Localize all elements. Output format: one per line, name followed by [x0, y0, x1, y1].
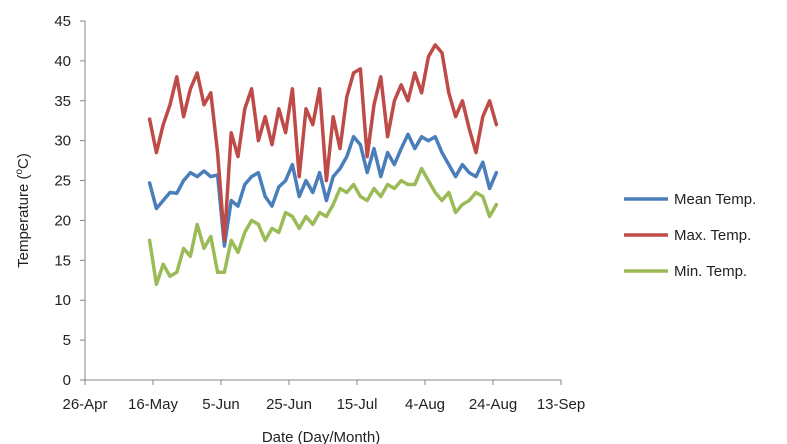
y-tick-label: 40: [54, 53, 71, 70]
y-tick-label: 30: [54, 133, 71, 150]
x-tick-label: 15-Jul: [337, 396, 378, 413]
y-tick-label: 35: [54, 93, 71, 110]
series-line-max: [147, 43, 499, 243]
legend: Mean Temp. Max. Temp. Min. Temp.: [624, 191, 756, 280]
y-tick-label: 10: [54, 292, 71, 309]
x-axis-ticks: 26-Apr 16-May 5-Jun 25-Jun 15-Jul 4-Aug 24-Aug…: [62, 380, 585, 413]
x-axis-title: Date (Day/Month): [262, 429, 380, 444]
y-tick-label: 0: [63, 372, 71, 389]
x-tick-label: 13-Sep: [537, 396, 585, 413]
y-axis-ticks: 0 5 10 15 20 25 30 35 40 45: [54, 13, 85, 389]
y-tick-label: 20: [54, 212, 71, 229]
x-tick-label: 24-Aug: [469, 396, 517, 413]
series-lines: [147, 43, 499, 287]
x-tick-label: 25-Jun: [266, 396, 312, 413]
x-tick-label: 16-May: [128, 396, 179, 413]
x-tick-label: 5-Jun: [202, 396, 240, 413]
y-axis-title: Temperature (oC): [14, 153, 32, 268]
series-line-mean: [147, 132, 499, 248]
legend-label-max: Max. Temp.: [674, 227, 751, 244]
legend-label-min: Min. Temp.: [674, 263, 747, 280]
x-tick-label: 26-Apr: [62, 396, 107, 413]
legend-label-mean: Mean Temp.: [674, 191, 756, 208]
series-line-min: [147, 166, 499, 287]
x-tick-label: 4-Aug: [405, 396, 445, 413]
y-tick-label: 5: [63, 332, 71, 349]
y-tick-label: 15: [54, 252, 71, 269]
y-tick-label: 45: [54, 13, 71, 30]
y-tick-label: 25: [54, 173, 71, 190]
